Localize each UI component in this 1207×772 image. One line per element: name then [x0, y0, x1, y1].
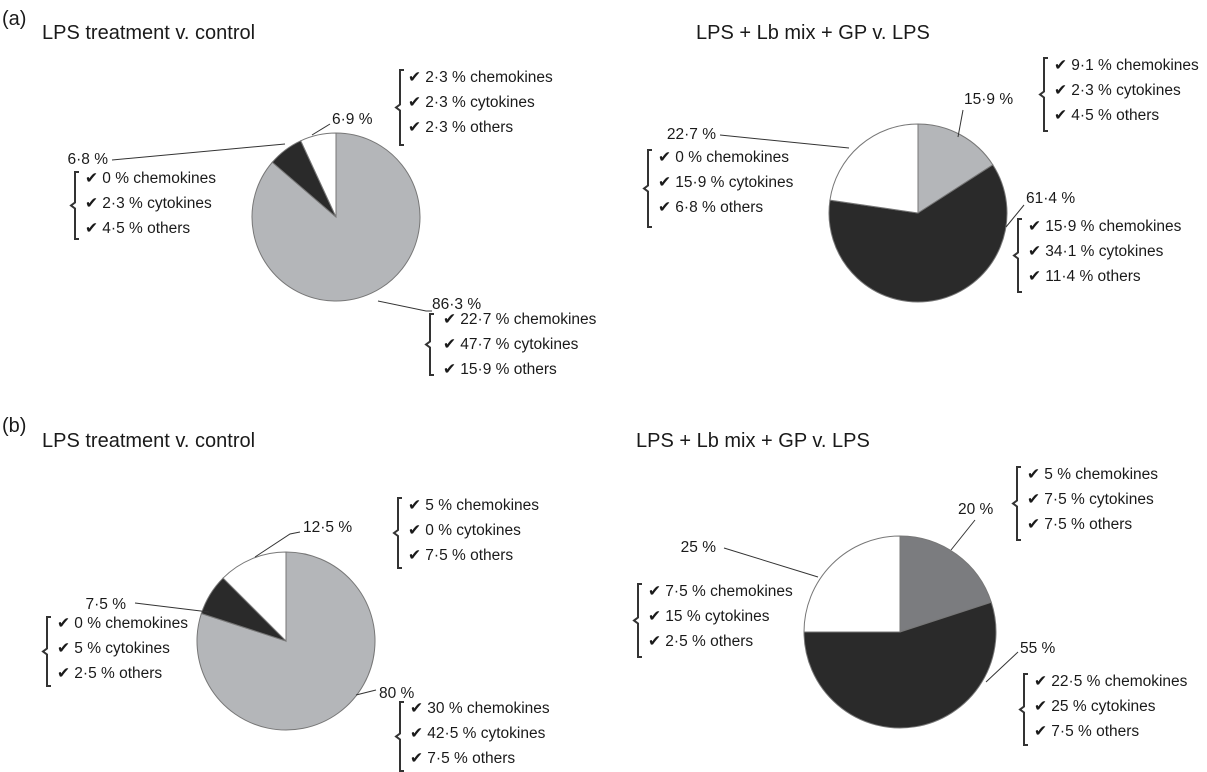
pie-slice: [803, 535, 901, 633]
leader-line: [254, 531, 301, 558]
leader-line: [355, 689, 377, 696]
pie-slice: [899, 535, 992, 633]
detail-line: ✔ 7·5 % others: [1027, 516, 1132, 533]
leader-line: [957, 109, 964, 138]
slice-percent-label: 55 %: [1020, 640, 1056, 657]
slice-percent-label: 25 %: [681, 539, 717, 556]
detail-line: ✔ 22·5 % chemokines: [1034, 673, 1188, 690]
slice-percent-label: 20 %: [958, 501, 994, 518]
pie-slice: [222, 551, 287, 643]
detail-bracket: [632, 583, 642, 658]
detail-line: ✔ 7·5 % others: [410, 750, 515, 767]
detail-line: ✔ 5 % cytokines: [57, 640, 170, 657]
detail-line: ✔ 15·9 % others: [443, 361, 557, 378]
detail-bracket: [1038, 57, 1048, 132]
detail-bracket: [394, 701, 404, 772]
pie-slice: [300, 132, 337, 218]
detail-bracket: [424, 313, 434, 376]
pie-slice: [829, 123, 919, 214]
pie-chart-b-right: LPS + Lb mix + GP v. LPS 20 % ✔ 5 % chemo…: [632, 430, 1188, 746]
slice-percent-label: 6·8 %: [68, 151, 109, 168]
detail-line: ✔ 0 % chemokines: [85, 170, 216, 187]
slice-percent-label: 22·7 %: [667, 126, 716, 143]
detail-bracket: [394, 69, 404, 146]
detail-line: ✔ 2·3 % chemokines: [408, 69, 553, 86]
slice-percent-label: 6·9 %: [332, 111, 373, 128]
detail-line: ✔ 15·9 % cytokines: [658, 174, 794, 191]
leader-line: [950, 519, 976, 551]
detail-line: ✔ 4·5 % others: [85, 220, 190, 237]
detail-line: ✔ 11·4 % others: [1028, 268, 1141, 285]
detail-bracket: [392, 497, 402, 569]
detail-line: ✔ 0 % chemokines: [658, 149, 789, 166]
slice-percent-label: 7·5 %: [86, 596, 127, 613]
detail-line: ✔ 7·5 % chemokines: [648, 583, 793, 600]
pie-slice: [828, 164, 1008, 303]
detail-line: ✔ 2·3 % cytokines: [1054, 82, 1181, 99]
detail-line: ✔ 30 % chemokines: [410, 700, 550, 717]
leader-line: [111, 143, 286, 161]
slice-percent-label: 12·5 %: [303, 519, 352, 536]
chart-title: LPS + Lb mix + GP v. LPS: [636, 430, 870, 452]
detail-line: ✔ 34·1 % cytokines: [1028, 243, 1164, 260]
detail-line: ✔ 6·8 % others: [658, 199, 763, 216]
detail-line: ✔ 42·5 % cytokines: [410, 725, 546, 742]
leader-line: [1005, 204, 1025, 228]
chart-title: LPS + Lb mix + GP v. LPS: [696, 22, 930, 44]
detail-line: ✔ 22·7 % chemokines: [443, 311, 597, 328]
detail-bracket: [1018, 673, 1028, 746]
detail-line: ✔ 7·5 % cytokines: [1027, 491, 1154, 508]
panel-label-b: (b): [2, 415, 26, 437]
panel-label-a: (a): [2, 8, 26, 30]
detail-line: ✔ 0 % chemokines: [57, 615, 188, 632]
detail-line: ✔ 7·5 % others: [408, 547, 513, 564]
detail-bracket: [41, 616, 51, 687]
detail-line: ✔ 2·5 % others: [648, 633, 753, 650]
leader-line: [311, 123, 331, 136]
chart-title: LPS treatment v. control: [42, 22, 255, 44]
pie-chart-a-right: LPS + Lb mix + GP v. LPS 15·9 % ✔ 9·1 % c…: [642, 22, 1199, 303]
leader-line: [134, 602, 210, 613]
pie-chart-b-left: LPS treatment v. control 80 %✔ 30 % chem…: [41, 430, 550, 772]
detail-line: ✔ 5 % chemokines: [408, 497, 539, 514]
detail-bracket: [1012, 218, 1022, 293]
detail-line: ✔ 9·1 % chemokines: [1054, 57, 1199, 74]
leader-line: [719, 134, 850, 149]
detail-line: ✔ 0 % cytokines: [408, 522, 521, 539]
slice-percent-label: 80 %: [379, 685, 415, 702]
detail-line: ✔ 47·7 % cytokines: [443, 336, 579, 353]
detail-line: ✔ 2·3 % cytokines: [85, 195, 212, 212]
chart-title: LPS treatment v. control: [42, 430, 255, 452]
detail-line: ✔ 2·3 % cytokines: [408, 94, 535, 111]
detail-line: ✔ 25 % cytokines: [1034, 698, 1156, 715]
detail-bracket: [1011, 466, 1021, 541]
detail-bracket: [69, 171, 79, 240]
slice-percent-label: 61·4 %: [1026, 190, 1075, 207]
detail-line: ✔ 2·5 % others: [57, 665, 162, 682]
pie-chart-a-left: LPS treatment v. control 86·3 %✔ 22·7 % …: [42, 22, 597, 378]
pie-slice: [803, 601, 997, 729]
detail-line: ✔ 2·3 % others: [408, 119, 513, 136]
slice-percent-label: 86·3 %: [432, 296, 481, 313]
leader-line: [985, 651, 1019, 683]
detail-line: ✔ 4·5 % others: [1054, 107, 1159, 124]
detail-line: ✔ 15·9 % chemokines: [1028, 218, 1182, 235]
detail-line: ✔ 15 % cytokines: [648, 608, 770, 625]
detail-bracket: [642, 149, 652, 228]
leader-line: [377, 300, 432, 312]
detail-line: ✔ 5 % chemokines: [1027, 466, 1158, 483]
detail-line: ✔ 7·5 % others: [1034, 723, 1139, 740]
pie-slice: [917, 123, 994, 214]
leader-line: [723, 547, 819, 578]
slice-percent-label: 15·9 %: [964, 91, 1013, 108]
